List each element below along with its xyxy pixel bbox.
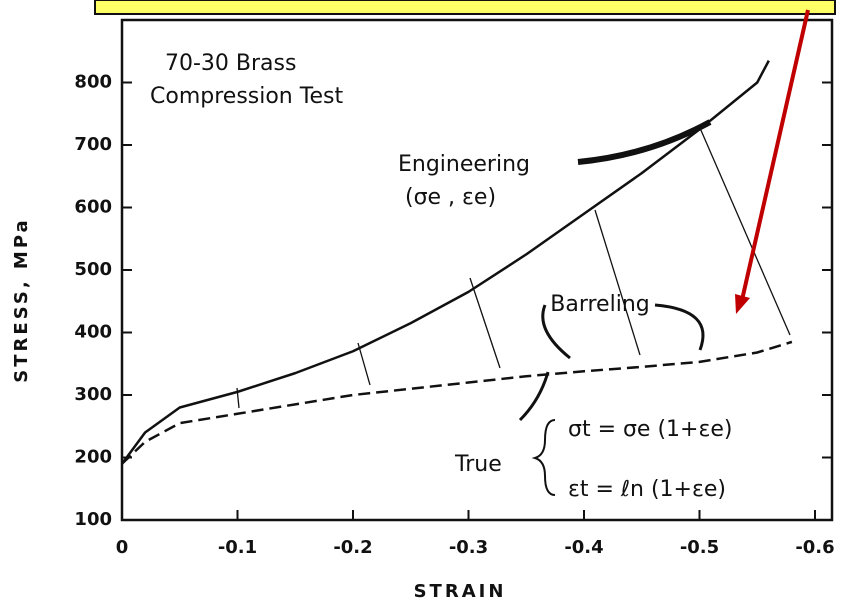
series-line	[120, 60, 770, 465]
red-arrow	[740, 9, 810, 301]
chart-title: 70-30 Brass	[165, 51, 296, 76]
x-tick-label: 0	[116, 537, 129, 558]
annotation: σt = σe (1+εe)	[568, 417, 732, 442]
series-line	[121, 340, 793, 465]
y-tick-label: 800	[74, 72, 112, 93]
arrows	[236, 119, 791, 496]
chart-title: Compression Test	[150, 84, 343, 109]
y-tick-label: 500	[74, 259, 112, 280]
x-tick-label: -0.6	[795, 537, 834, 558]
y-tick-label: 300	[74, 384, 112, 405]
annotation: εt = ℓn (1+εe)	[568, 477, 726, 502]
x-tick-label: -0.1	[218, 537, 257, 558]
annotation: Engineering	[398, 152, 530, 177]
y-tick-label: 100	[74, 509, 112, 530]
annotation: True	[454, 452, 502, 477]
y-tick-label: 600	[74, 197, 112, 218]
y-tick-label: 700	[74, 134, 112, 155]
y-tick-label: 400	[74, 322, 112, 343]
x-tick-label: -0.2	[333, 537, 372, 558]
x-tick-label: -0.4	[564, 537, 603, 558]
y-tick-label: 200	[74, 447, 112, 468]
x-tick-label: -0.3	[449, 537, 488, 558]
x-tick-label: -0.5	[680, 537, 719, 558]
header-box	[94, 0, 836, 15]
y-axis-label: STRESS, MPa	[11, 217, 32, 382]
x-axis-label: STRAIN	[414, 581, 507, 602]
red-arrow-head	[735, 294, 750, 314]
annotation: Barreling	[550, 292, 649, 317]
annotation: (σe , εe)	[405, 185, 496, 210]
